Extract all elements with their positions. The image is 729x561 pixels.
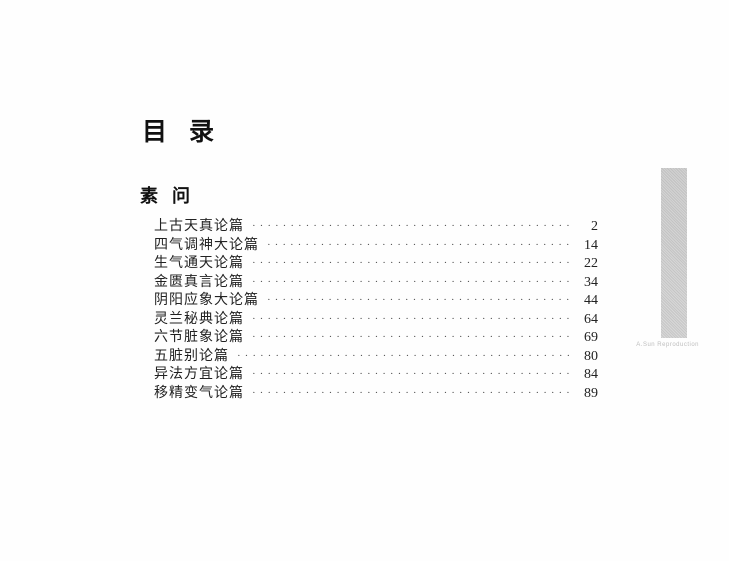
- toc-leader-dots: ········································…: [229, 351, 574, 362]
- toc-entry-label: 五脏别论篇: [154, 350, 229, 364]
- toc-entry-label: 阴阳应象大论篇: [154, 294, 259, 308]
- toc-row: 四气调神大论篇·································…: [154, 239, 598, 253]
- document-title: 目录: [138, 112, 598, 148]
- toc-entry-page: 14: [574, 239, 598, 253]
- toc-entry-page: 2: [574, 220, 598, 234]
- toc-entry-page: 69: [574, 331, 598, 345]
- toc-entry-page: 64: [574, 313, 598, 327]
- toc-row: 阴阳应象大论篇·································…: [154, 294, 598, 308]
- toc-row: 金匮真言论篇··································…: [154, 276, 598, 290]
- toc-entry-page: 44: [574, 294, 598, 308]
- toc-entry-label: 四气调神大论篇: [154, 239, 259, 253]
- toc-entry-page: 22: [574, 257, 598, 271]
- toc-leader-dots: ········································…: [259, 240, 574, 251]
- toc-list: 上古天真论篇··································…: [138, 220, 598, 401]
- content-block: 目录 素问 上古天真论篇····························…: [138, 112, 598, 405]
- toc-row: 灵兰秘典论篇··································…: [154, 313, 598, 327]
- toc-leader-dots: ········································…: [259, 295, 574, 306]
- toc-row: 异法方宜论篇··································…: [154, 368, 598, 382]
- toc-entry-page: 84: [574, 368, 598, 382]
- scan-edge-caption: A.Sun Reproduction: [636, 342, 699, 348]
- toc-entry-page: 89: [574, 387, 598, 401]
- section-heading: 素问: [138, 182, 598, 208]
- toc-leader-dots: ········································…: [244, 314, 574, 325]
- toc-entry-page: 34: [574, 276, 598, 290]
- scan-edge-strip: [661, 168, 687, 338]
- toc-row: 生气通天论篇··································…: [154, 257, 598, 271]
- toc-entry-label: 上古天真论篇: [154, 220, 244, 234]
- page-scan: 目录 素问 上古天真论篇····························…: [0, 0, 729, 561]
- toc-leader-dots: ········································…: [244, 369, 574, 380]
- toc-entry-label: 六节脏象论篇: [154, 331, 244, 345]
- toc-leader-dots: ········································…: [244, 277, 574, 288]
- toc-leader-dots: ········································…: [244, 258, 574, 269]
- toc-row: 六节脏象论篇··································…: [154, 331, 598, 345]
- toc-leader-dots: ········································…: [244, 332, 574, 343]
- toc-entry-label: 灵兰秘典论篇: [154, 313, 244, 327]
- toc-row: 上古天真论篇··································…: [154, 220, 598, 234]
- toc-row: 五脏别论篇···································…: [154, 350, 598, 364]
- toc-leader-dots: ········································…: [244, 388, 574, 399]
- toc-entry-label: 金匮真言论篇: [154, 276, 244, 290]
- toc-row: 移精变气论篇··································…: [154, 387, 598, 401]
- toc-entry-label: 生气通天论篇: [154, 257, 244, 271]
- toc-entry-page: 80: [574, 350, 598, 364]
- toc-leader-dots: ········································…: [244, 221, 574, 232]
- toc-entry-label: 异法方宜论篇: [154, 368, 244, 382]
- toc-entry-label: 移精变气论篇: [154, 387, 244, 401]
